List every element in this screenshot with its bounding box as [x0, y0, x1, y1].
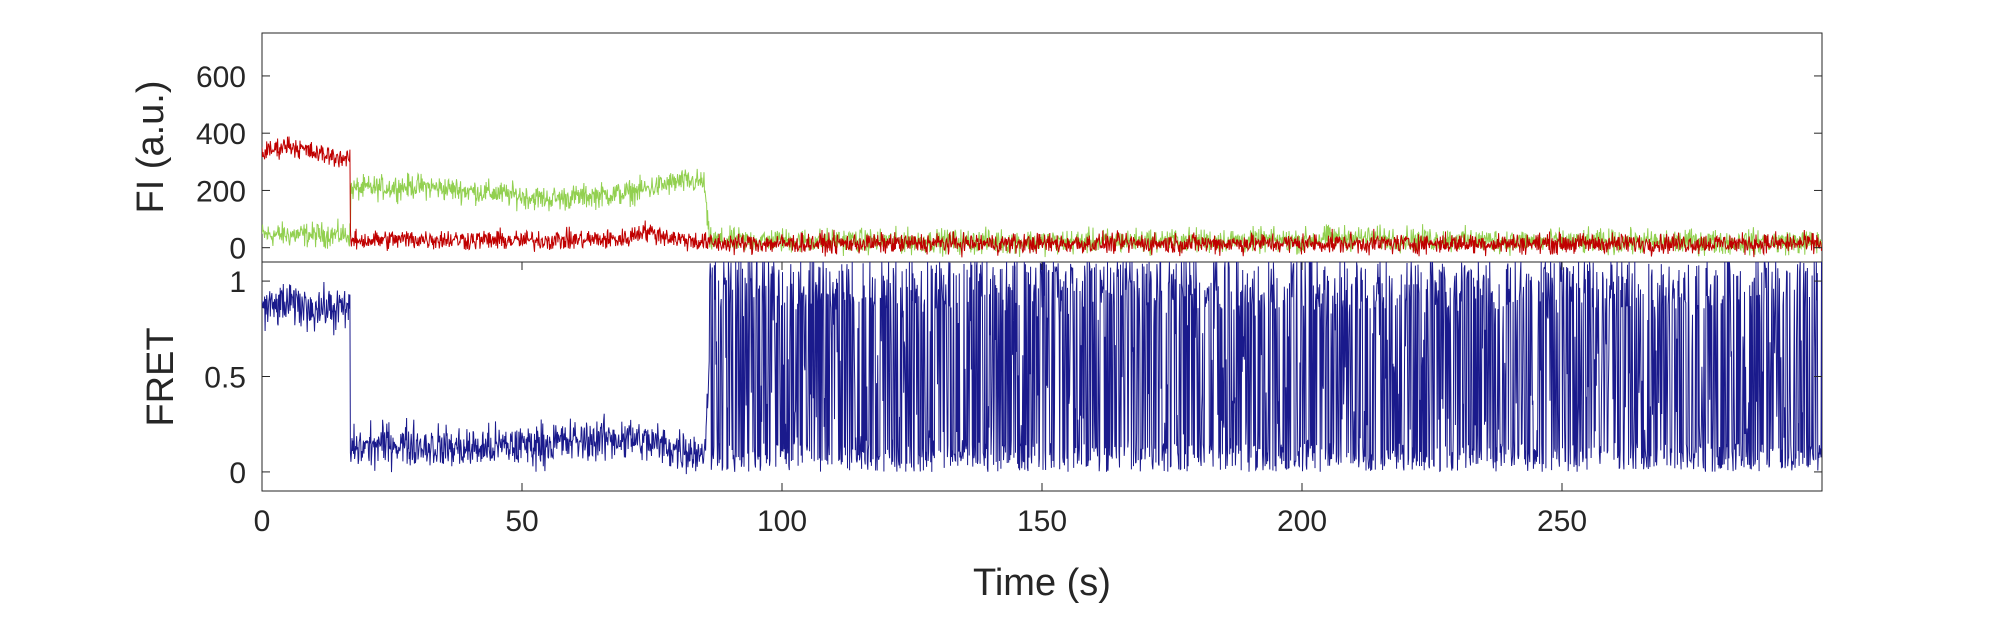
- xtick-label: 250: [1537, 505, 1587, 538]
- fret-ytick-label: 0: [229, 457, 246, 490]
- fret-ytick-layer: 00.51: [204, 266, 1822, 490]
- fluorescence-ytick-label: 400: [196, 118, 246, 151]
- fret-ytick-label: 1: [229, 266, 246, 299]
- xtick-label: 50: [505, 505, 538, 538]
- fluorescence-series-layer: [262, 136, 1822, 258]
- fret-y-axis-label: FRET: [140, 327, 182, 426]
- x-axis-label: Time (s): [973, 562, 1111, 604]
- fluorescence-ytick-label: 600: [196, 61, 246, 94]
- fluorescence-series-1-trace: [262, 136, 1822, 258]
- xtick-label: 150: [1017, 505, 1067, 538]
- fret-panel: 00.51 0 50 100 150 200 250 FRET Time (s): [140, 261, 1823, 604]
- xtick-label: 100: [757, 505, 807, 538]
- fluorescence-series-0-trace: [262, 168, 1822, 258]
- fluorescence-panel: 0 200 400 600 FI (a.u.): [130, 32, 1823, 266]
- fret-series-0-trace: [262, 262, 1822, 475]
- fluorescence-y-axis-label: FI (a.u.): [130, 80, 172, 213]
- fret-ytick-label: 0.5: [204, 362, 246, 395]
- fret-series-layer: [262, 262, 1822, 475]
- fluorescence-ytick-label: 0: [229, 233, 246, 266]
- xtick-label: 0: [254, 505, 271, 538]
- xtick-label: 200: [1277, 505, 1327, 538]
- fluorescence-ytick-layer: 0 200 400 600: [196, 61, 1822, 266]
- fluorescence-ytick-label: 200: [196, 175, 246, 208]
- fret-xtick-layer: 0 50 100 150 200 250: [254, 262, 1587, 538]
